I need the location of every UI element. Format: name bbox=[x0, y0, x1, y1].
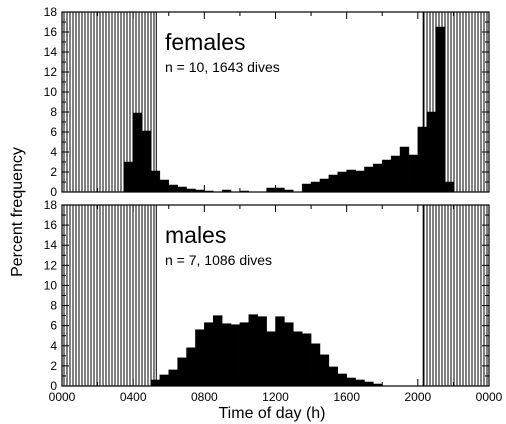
histogram-bar bbox=[417, 126, 427, 193]
y-axis-title: Percent frequency bbox=[9, 147, 26, 277]
histogram-bar bbox=[150, 170, 161, 193]
x-tick-label: 1600 bbox=[333, 390, 360, 404]
x-tick-label: 0000 bbox=[476, 390, 503, 404]
histogram-bar bbox=[141, 130, 152, 193]
histogram-bar bbox=[301, 183, 312, 193]
x-tick-label: 2000 bbox=[404, 390, 431, 404]
histogram-bar bbox=[328, 174, 339, 193]
histogram-bar bbox=[168, 369, 178, 387]
histogram-bar bbox=[293, 331, 303, 387]
histogram-bar bbox=[159, 179, 170, 193]
histogram-bar bbox=[275, 316, 285, 387]
y-tick-label: 8 bbox=[50, 105, 57, 119]
night-shading bbox=[61, 204, 157, 387]
y-tick-label: 6 bbox=[50, 319, 57, 333]
y-tick-label: 14 bbox=[44, 45, 58, 59]
panel-title: males bbox=[165, 222, 226, 248]
histogram-bar bbox=[221, 323, 232, 387]
histogram-bar bbox=[159, 374, 170, 387]
y-tick-label: 14 bbox=[44, 238, 58, 252]
y-tick-label: 4 bbox=[50, 339, 57, 353]
y-tick-label: 0 bbox=[50, 185, 57, 199]
histogram-bar bbox=[355, 379, 365, 387]
x-axis-title: Time of day (h) bbox=[219, 405, 326, 422]
histogram-bar bbox=[399, 146, 410, 193]
histogram-bar bbox=[168, 184, 178, 193]
panel-subtitle: n = 10, 1643 dives bbox=[165, 59, 280, 75]
histogram-bar bbox=[435, 26, 445, 193]
histogram-bar bbox=[177, 357, 187, 387]
x-tick-labels: 0000 0400 0800 1200 1600 2000 0000 bbox=[49, 390, 503, 404]
histogram-bar bbox=[266, 187, 276, 193]
histogram-bar bbox=[310, 181, 321, 193]
histogram-bar bbox=[319, 354, 330, 387]
histogram-bar bbox=[248, 314, 258, 387]
histogram-bar bbox=[230, 324, 241, 387]
histogram-bar bbox=[132, 112, 143, 193]
histogram-bar bbox=[204, 322, 214, 387]
histogram-bar bbox=[426, 111, 436, 193]
histogram-bar bbox=[266, 331, 276, 387]
x-tick-label: 0000 bbox=[49, 390, 76, 404]
y-tick-label: 12 bbox=[44, 258, 58, 272]
x-tick-label: 0400 bbox=[120, 390, 147, 404]
histogram-bar bbox=[310, 343, 321, 387]
x-tick-label: 0800 bbox=[191, 390, 218, 404]
y-tick-label: 8 bbox=[50, 299, 57, 313]
histogram-bar bbox=[186, 347, 196, 387]
histogram-bar bbox=[212, 315, 223, 387]
y-tick-label: 2 bbox=[50, 165, 57, 179]
histogram-bar bbox=[444, 181, 454, 193]
panel-title: females bbox=[165, 29, 246, 55]
y-tick-label: 18 bbox=[44, 198, 58, 212]
histogram-bar bbox=[337, 171, 347, 193]
histogram-bar bbox=[177, 186, 187, 193]
x-tick-label: 1200 bbox=[262, 390, 289, 404]
males-panel: 0 2 4 6 8 10 12 14 16 18 males n = 7, 1086 dives bbox=[44, 198, 490, 393]
histogram-bar bbox=[337, 373, 347, 387]
y-tick-label: 16 bbox=[44, 218, 58, 232]
histogram-bar bbox=[150, 379, 161, 387]
histogram-bar bbox=[346, 169, 356, 193]
y-tick-label: 10 bbox=[44, 278, 58, 292]
histogram-bar bbox=[301, 333, 312, 387]
females-panel: 0 2 4 6 8 10 12 14 16 18 females n = 10, 1643 dives bbox=[44, 5, 490, 199]
histogram-bar bbox=[195, 329, 205, 387]
histogram-bar bbox=[124, 161, 134, 193]
night-shading bbox=[422, 204, 490, 387]
y-tick-label: 6 bbox=[50, 125, 57, 139]
y-tick-label: 16 bbox=[44, 25, 58, 39]
y-tick-label: 10 bbox=[44, 85, 58, 99]
histogram-bar bbox=[408, 154, 419, 193]
y-tick-label: 4 bbox=[50, 145, 57, 159]
histogram-bar bbox=[390, 155, 401, 193]
y-tick-label: 18 bbox=[44, 5, 58, 19]
histogram-bar bbox=[239, 322, 250, 387]
histogram-bar bbox=[355, 170, 365, 193]
panel-subtitle: n = 7, 1086 dives bbox=[165, 252, 272, 268]
histogram-bar bbox=[346, 377, 356, 387]
y-tick-label: 2 bbox=[50, 359, 57, 373]
y-tick-label: 12 bbox=[44, 65, 58, 79]
histogram-bar bbox=[364, 381, 374, 387]
histogram-bar bbox=[275, 187, 285, 193]
histogram-bar bbox=[284, 322, 294, 387]
histogram-bar bbox=[364, 166, 374, 193]
histogram-bar bbox=[257, 316, 267, 387]
y-tick-label: 0 bbox=[50, 379, 57, 393]
histogram-bar bbox=[319, 178, 330, 193]
histogram-bar bbox=[382, 159, 392, 193]
histogram-bar bbox=[373, 163, 383, 193]
histogram-bar bbox=[328, 366, 339, 387]
